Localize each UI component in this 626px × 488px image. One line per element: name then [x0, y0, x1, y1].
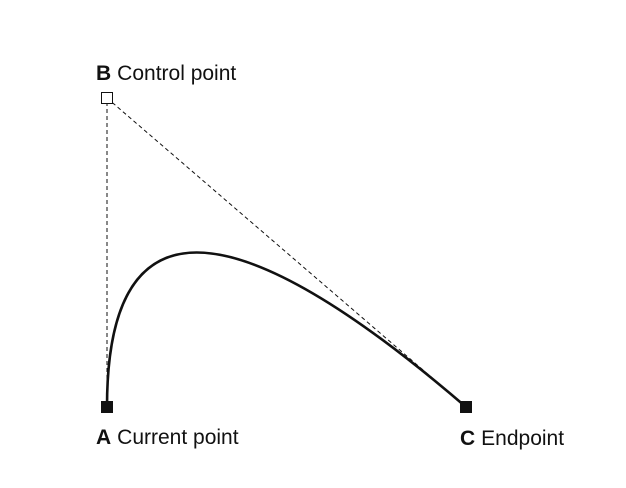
- current-point-letter: A: [96, 426, 112, 449]
- control-point-marker[interactable]: [101, 92, 113, 104]
- control-point-label: B Control point: [96, 63, 236, 84]
- endpoint-text: Endpoint: [481, 427, 565, 450]
- control-point-text: Control point: [117, 62, 237, 85]
- endpoint-marker[interactable]: [460, 401, 472, 413]
- bezier-curve: [105, 251, 467, 408]
- endpoint-letter: C: [460, 427, 476, 450]
- current-point-marker[interactable]: [101, 401, 113, 413]
- endpoint-label: C Endpoint: [460, 428, 564, 449]
- current-point-text: Current point: [117, 426, 239, 449]
- control-line-b-c: [106, 97, 467, 408]
- control-point-letter: B: [96, 62, 112, 85]
- current-point-label: A Current point: [96, 427, 239, 448]
